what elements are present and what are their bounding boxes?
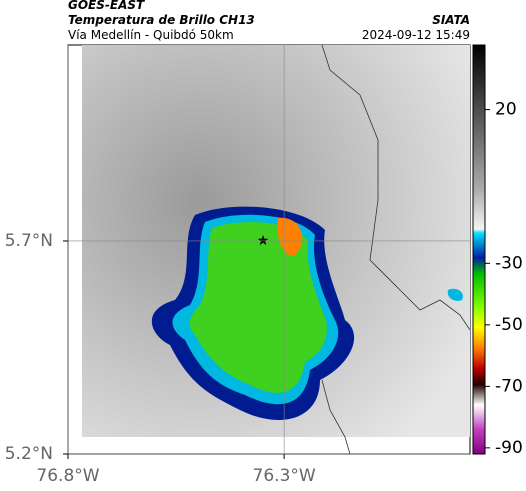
border [321,379,351,455]
timestamp: 2024-09-12 15:49 [362,28,470,42]
title: GOES-EAST [68,0,145,12]
y-tick-label: 5.7°N [5,231,53,251]
x-tick-label: 76.3°W [253,466,316,486]
y-tick-label: 5.2°N [5,444,53,464]
colorbar [472,44,486,455]
source: SIATA [432,13,470,27]
border [321,44,471,331]
small-cloud [447,288,463,301]
colorbar-label: -70 [495,376,523,396]
x-tick-label: 76.8°W [36,466,99,486]
subtitle: Temperatura de Brillo CH13 [68,13,255,27]
cloud-core [189,222,327,393]
colorbar-label: -30 [495,253,523,273]
colorbar-label: -90 [495,438,523,458]
map: ★ [67,44,471,455]
colorbar-label: 20 [495,100,517,120]
colorbar-label: -50 [495,315,523,335]
location: Vía Medellín - Quibdó 50km [68,28,234,42]
cloud-peak [277,217,303,256]
